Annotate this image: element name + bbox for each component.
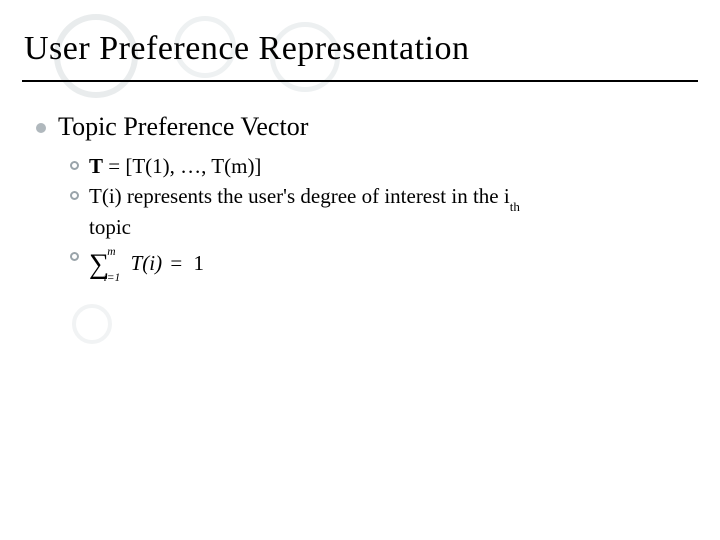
bullet-topic-preference-vector: Topic Preference Vector (36, 112, 696, 142)
circle-bullet-icon (70, 252, 79, 261)
sub-bullet-sum-formula: ∑mi=1 T(i) = 1 (70, 243, 696, 281)
vector-definition-text: = [T(1), …, T(m)] (103, 154, 261, 178)
content-area: Topic Preference Vector T = [T(1), …, T(… (36, 112, 696, 284)
sub-bullet-text: T = [T(1), …, T(m)] (89, 152, 696, 180)
formula-rhs: 1 (190, 251, 207, 275)
circle-bullet-icon (70, 161, 79, 170)
interest-text-part2: topic (89, 215, 131, 239)
sub-bullet-text: T(i) represents the user's degree of int… (89, 182, 696, 241)
disc-bullet-icon (36, 123, 46, 133)
decorative-circle (72, 304, 112, 344)
formula-body: T(i) (131, 251, 163, 275)
interest-text-part1: T(i) represents the user's degree of int… (89, 184, 510, 208)
sigma-lower: i=1 (104, 272, 121, 284)
circle-bullet-icon (70, 191, 79, 200)
sub-bullet-interest-explanation: T(i) represents the user's degree of int… (70, 182, 696, 241)
title-underline (22, 80, 698, 82)
equals-sign: = (167, 251, 185, 275)
vector-symbol: T (89, 154, 103, 178)
slide-title: User Preference Representation (24, 30, 469, 68)
sum-formula: ∑mi=1 T(i) = 1 (89, 243, 696, 281)
bullet-text: Topic Preference Vector (58, 112, 308, 142)
sub-bullet-vector-definition: T = [T(1), …, T(m)] (70, 152, 696, 180)
slide: User Preference Representation Topic Pre… (0, 0, 720, 540)
sub-bullets: T = [T(1), …, T(m)] T(i) represents the … (70, 152, 696, 282)
interest-subscript: th (510, 199, 520, 214)
sigma-upper: m (107, 246, 115, 258)
